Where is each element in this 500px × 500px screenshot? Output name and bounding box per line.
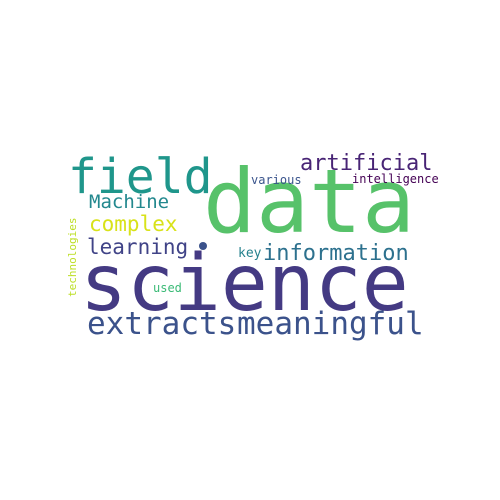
word-meaningful: meaningful: [237, 306, 424, 342]
word-artificial: artificial: [300, 151, 433, 176]
word-intelligence: intelligence: [352, 172, 439, 186]
word-used: used: [153, 281, 182, 295]
word-data: data: [203, 150, 415, 253]
word-machine: Machine: [89, 191, 170, 213]
word-various: various: [251, 173, 302, 187]
word-field: field: [68, 149, 213, 205]
word-complex: complex: [89, 212, 178, 236]
dot-mark: [199, 242, 207, 250]
word-key: key: [238, 246, 262, 261]
word-information: information: [263, 241, 409, 266]
word-technologies: technologies: [66, 217, 79, 297]
word-extracts: extracts: [87, 306, 237, 342]
word-science: science: [80, 239, 409, 329]
word-learning: learning: [87, 235, 189, 259]
